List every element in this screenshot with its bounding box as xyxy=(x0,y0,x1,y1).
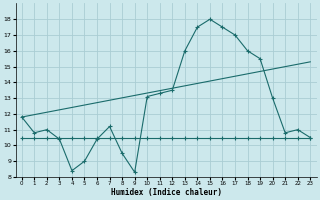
X-axis label: Humidex (Indice chaleur): Humidex (Indice chaleur) xyxy=(110,188,221,197)
